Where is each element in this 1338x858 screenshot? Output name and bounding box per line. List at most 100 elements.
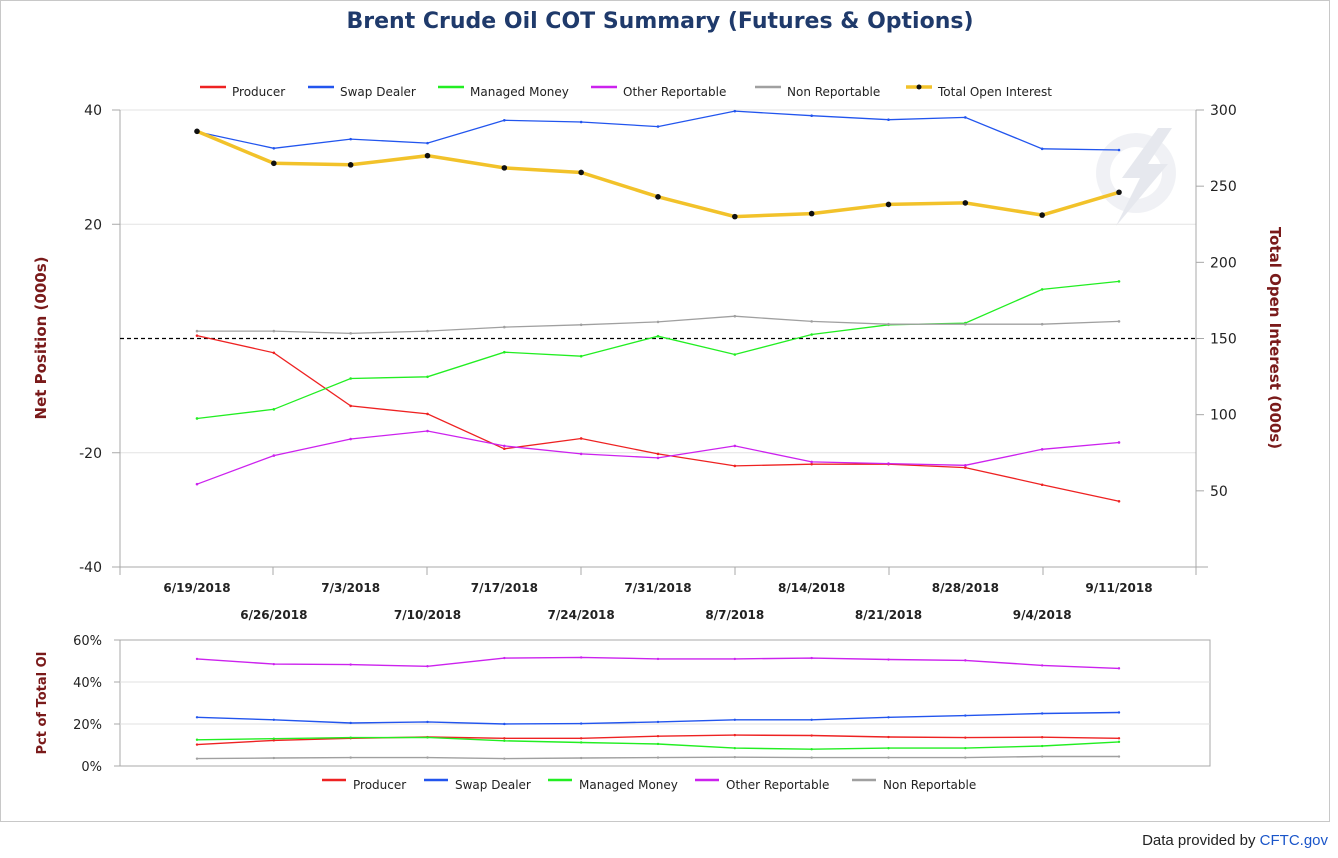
data-point — [810, 333, 813, 336]
data-point — [656, 334, 660, 338]
data-point — [349, 736, 352, 739]
data-point — [195, 334, 199, 337]
data-point — [579, 437, 583, 440]
data-point — [272, 662, 276, 666]
data-point — [887, 322, 890, 326]
data-point — [579, 120, 583, 124]
data-point — [733, 746, 737, 750]
top-legend: Producer Swap Dealer Managed Money Other Re… — [200, 84, 1052, 99]
data-point — [1040, 712, 1044, 715]
data-point — [1040, 322, 1044, 326]
data-point — [733, 109, 737, 113]
legend-marker — [916, 84, 922, 90]
data-point — [426, 412, 429, 416]
data-point — [195, 743, 199, 746]
y2-tick-label: 150 — [1210, 332, 1237, 348]
legend-label: Non Reportable — [787, 85, 880, 99]
data-point — [1040, 448, 1044, 451]
legend-label: Other Reportable — [623, 85, 726, 99]
legend-label: Total Open Interest — [937, 85, 1052, 99]
data-point — [733, 353, 737, 356]
bottom-plot-border — [119, 639, 1211, 767]
data-point — [349, 756, 352, 759]
data-point — [1040, 288, 1044, 291]
data-point — [810, 460, 813, 464]
data-point — [733, 718, 737, 721]
cftc-watermark-logo — [1096, 128, 1176, 226]
data-point — [1117, 755, 1121, 758]
x-tick-label: 8/7/2018 — [705, 608, 764, 622]
data-point — [1117, 667, 1121, 670]
legend-label: Swap Dealer — [455, 778, 531, 792]
data-point — [964, 466, 967, 469]
data-point — [810, 718, 813, 721]
bottom-chart: 60% 40% 20% 0% — [73, 634, 1211, 775]
x-tick-label: 7/10/2018 — [394, 608, 461, 622]
legend-label: Producer — [353, 778, 406, 792]
data-point — [426, 665, 429, 668]
data-point — [195, 482, 199, 486]
x-tick-label: 8/14/2018 — [778, 581, 845, 595]
x-tick-label: 7/31/2018 — [624, 581, 691, 595]
data-point — [1117, 280, 1121, 283]
data-point — [579, 656, 583, 659]
data-point — [887, 462, 890, 465]
data-point — [887, 118, 890, 122]
x-tick-label: 6/19/2018 — [163, 581, 230, 595]
data-point — [503, 656, 506, 660]
data-point — [964, 756, 967, 759]
data-point — [810, 656, 813, 660]
legend-label: Swap Dealer — [340, 85, 416, 99]
cftc-link[interactable]: CFTC.gov — [1259, 832, 1328, 849]
data-point — [347, 162, 354, 168]
data-point — [195, 738, 199, 741]
data-point — [887, 735, 890, 739]
y-tick-label: -20 — [79, 446, 102, 462]
y2-tick-label: 100 — [1210, 408, 1237, 424]
data-point — [1117, 737, 1121, 740]
data-point — [656, 657, 660, 661]
data-point — [885, 201, 892, 208]
data-point — [272, 408, 276, 411]
series-line-total-open-interest — [196, 129, 1120, 219]
data-point — [656, 720, 660, 724]
data-point — [349, 437, 352, 441]
data-point — [426, 720, 429, 724]
data-point — [194, 128, 200, 135]
data-point — [503, 739, 506, 742]
y-axis-label-bottom: Pct of Total OI — [35, 651, 50, 754]
data-point — [579, 452, 583, 456]
data-point — [272, 756, 276, 760]
x-tick-label: 8/21/2018 — [855, 608, 922, 622]
data-point — [656, 452, 660, 456]
chart-title: Brent Crude Oil COT Summary (Futures & O… — [347, 9, 974, 34]
data-point — [733, 657, 737, 661]
legend-label: Producer — [232, 85, 285, 99]
data-point — [964, 659, 967, 662]
data-point — [503, 447, 506, 451]
y2-tick-label: 300 — [1210, 103, 1237, 119]
data-point — [272, 718, 276, 721]
data-point — [656, 125, 660, 128]
data-point — [195, 329, 199, 333]
data-point — [349, 332, 352, 335]
bottom-legend: Producer Swap Dealer Managed Money Other Re… — [322, 778, 976, 792]
data-point — [195, 757, 199, 760]
data-point — [656, 456, 660, 460]
data-point — [503, 118, 506, 122]
data-point — [1040, 736, 1044, 739]
data-point — [964, 322, 967, 326]
data-point — [349, 377, 352, 380]
data-point — [887, 658, 890, 661]
data-point — [579, 741, 583, 744]
data-point — [1040, 744, 1044, 748]
top-chart: 40 20 -20 -40 300 250 200 150 100 50 6/19/2018 6/26… — [79, 103, 1237, 622]
data-point — [349, 721, 352, 725]
data-point — [656, 742, 660, 746]
y-tick-label: 40% — [73, 676, 102, 691]
data-point — [426, 736, 429, 739]
data-point — [733, 444, 737, 448]
data-point — [503, 350, 506, 354]
data-point — [656, 756, 660, 759]
data-point — [1117, 320, 1121, 323]
